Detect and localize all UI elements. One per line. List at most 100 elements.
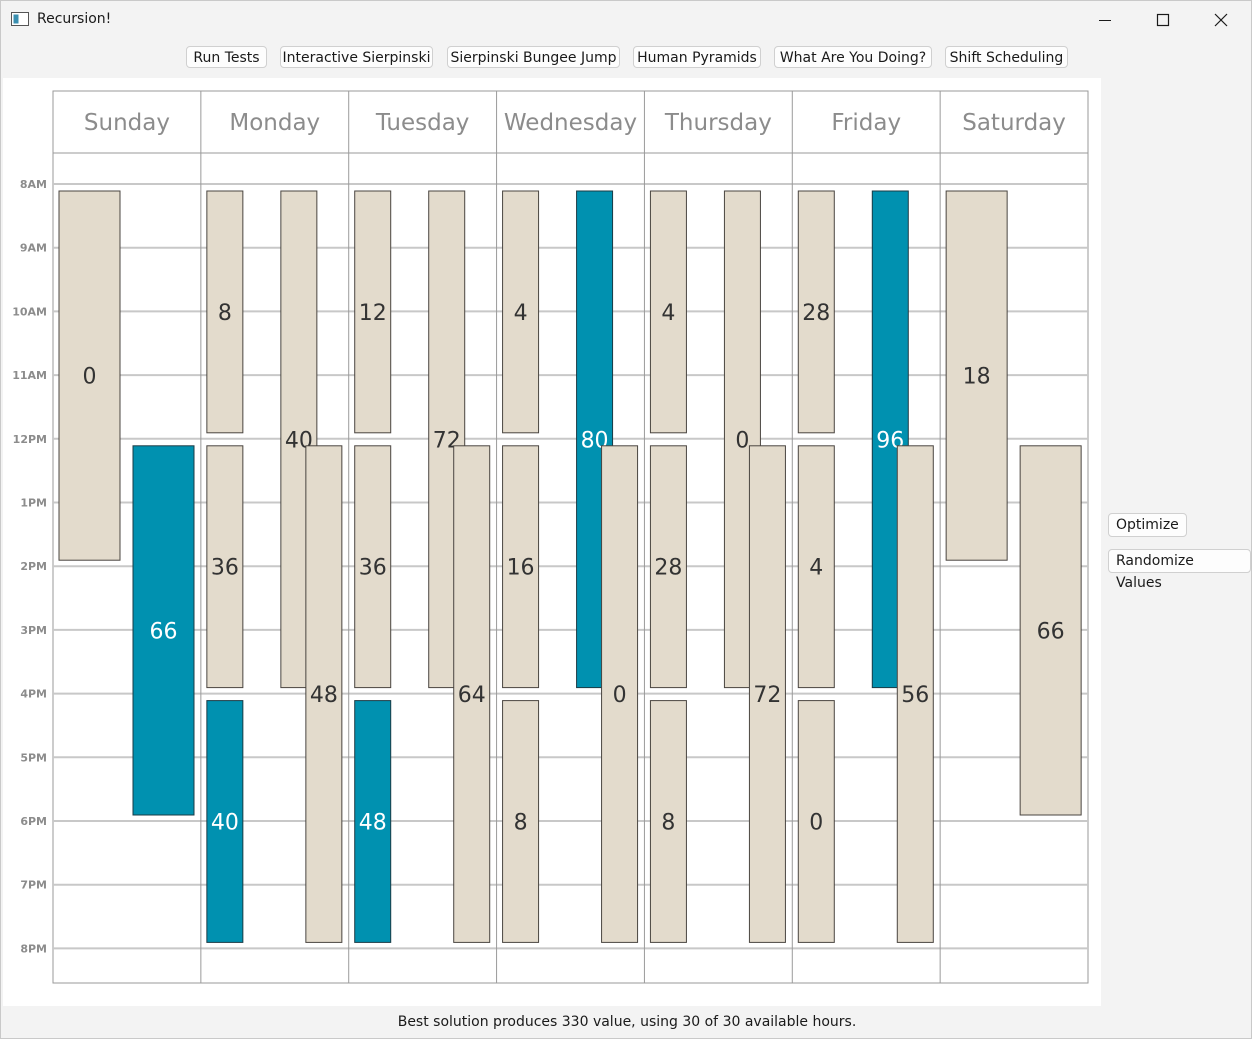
hour-label: 4PM <box>20 688 47 701</box>
shift-block[interactable]: 56 <box>896 445 934 943</box>
shift-rect <box>502 445 540 689</box>
shift-value: 8 <box>661 811 675 836</box>
close-icon <box>1214 13 1228 27</box>
shift-rect <box>945 190 1008 561</box>
what-are-you-doing-button[interactable]: What Are You Doing? <box>774 46 932 68</box>
shift-value: 4 <box>661 301 675 326</box>
randomize-values-button[interactable]: Randomize Values <box>1108 549 1251 591</box>
shift-block[interactable]: 36 <box>206 445 244 689</box>
shift-rect <box>649 445 687 689</box>
shift-block[interactable]: 4 <box>649 190 687 434</box>
shift-block[interactable]: 28 <box>797 190 835 434</box>
day-header: Sunday <box>84 110 170 136</box>
shift-rect <box>305 445 343 943</box>
shift-value: 48 <box>359 811 387 836</box>
shift-block[interactable]: 12 <box>354 190 392 434</box>
maximize-button[interactable] <box>1134 1 1192 39</box>
shift-scheduling-button[interactable]: Shift Scheduling <box>945 46 1068 68</box>
shift-rect <box>797 700 835 943</box>
close-button[interactable] <box>1192 1 1250 39</box>
day-header: Thursday <box>664 110 772 136</box>
shift-rect <box>206 190 244 434</box>
shift-block[interactable]: 18 <box>945 190 1008 561</box>
shift-rect <box>206 445 244 689</box>
minimize-button[interactable] <box>1076 1 1134 39</box>
shift-value: 8 <box>218 301 232 326</box>
shift-block[interactable]: 48 <box>305 445 343 943</box>
shift-rect <box>354 445 392 689</box>
shift-block[interactable]: 36 <box>354 445 392 689</box>
toolbar: Run Tests Interactive Sierpinski Sierpin… <box>1 46 1251 70</box>
shift-rect <box>58 190 121 561</box>
hour-label: 9AM <box>20 242 47 255</box>
maximize-icon <box>1156 13 1170 27</box>
day-header: Monday <box>229 110 320 136</box>
shift-block[interactable]: 40 <box>206 700 244 943</box>
shift-block[interactable]: 0 <box>797 700 835 943</box>
shift-rect <box>502 700 540 943</box>
shift-block[interactable]: 0 <box>601 445 639 943</box>
title-bar: Recursion! <box>1 1 1251 39</box>
shift-value: 8 <box>514 811 528 836</box>
shift-block[interactable]: 64 <box>453 445 491 943</box>
shift-rect <box>354 700 392 943</box>
shift-block[interactable]: 72 <box>748 445 786 943</box>
shift-block[interactable]: 28 <box>649 445 687 689</box>
shift-value: 28 <box>654 556 682 581</box>
shift-rect <box>896 445 934 943</box>
app-icon <box>11 12 29 26</box>
shift-value: 36 <box>211 556 239 581</box>
hour-label: 1PM <box>20 497 47 510</box>
day-header: Saturday <box>962 110 1066 136</box>
hour-label: 2PM <box>20 560 47 573</box>
shift-value: 66 <box>1037 619 1065 644</box>
shift-value: 0 <box>735 428 749 453</box>
run-tests-button[interactable]: Run Tests <box>186 46 267 68</box>
shift-value: 28 <box>802 301 830 326</box>
optimize-button[interactable]: Optimize <box>1108 513 1187 537</box>
shift-value: 72 <box>753 683 781 708</box>
shift-value: 0 <box>809 811 823 836</box>
shift-block[interactable]: 4 <box>502 190 540 434</box>
shift-value: 4 <box>809 556 823 581</box>
shift-block[interactable]: 8 <box>649 700 687 943</box>
sierpinski-bungee-jump-button[interactable]: Sierpinski Bungee Jump <box>447 46 620 68</box>
human-pyramids-button[interactable]: Human Pyramids <box>633 46 761 68</box>
shift-block[interactable]: 0 <box>58 190 121 561</box>
schedule-canvas[interactable]: 8AM 9AM 10AM 11AM 12PM 1PM 2PM 3PM 4PM 5PM 6PM 7PM 8… <box>3 78 1101 1006</box>
shift-rect <box>601 445 639 943</box>
shift-value: 4 <box>514 301 528 326</box>
shift-value: 64 <box>458 683 486 708</box>
hour-label: 8AM <box>20 178 47 191</box>
shift-value: 0 <box>83 365 97 390</box>
shift-block[interactable]: 8 <box>502 700 540 943</box>
shift-rect <box>502 190 540 434</box>
shift-block[interactable]: 8 <box>206 190 244 434</box>
shift-block[interactable]: 16 <box>502 445 540 689</box>
day-header: Wednesday <box>504 110 637 136</box>
hour-label: 11AM <box>12 369 47 382</box>
shift-rect <box>1019 445 1082 816</box>
shift-rect <box>354 190 392 434</box>
schedule-grid: 8AM 9AM 10AM 11AM 12PM 1PM 2PM 3PM 4PM 5PM 6PM 7PM 8… <box>12 90 1089 984</box>
shift-rect <box>649 190 687 434</box>
hour-label: 12PM <box>13 433 47 446</box>
shift-value: 12 <box>359 301 387 326</box>
shift-value: 48 <box>310 683 338 708</box>
status-text: Best solution produces 330 value, using … <box>397 1014 857 1030</box>
day-header: Tuesday <box>375 110 470 136</box>
shift-block[interactable]: 66 <box>132 445 195 816</box>
shift-rect <box>649 700 687 943</box>
shift-value: 0 <box>613 683 627 708</box>
day-header: Friday <box>831 110 901 136</box>
minimize-icon <box>1099 20 1111 21</box>
interactive-sierpinski-button[interactable]: Interactive Sierpinski <box>280 46 433 68</box>
shift-rect <box>132 445 195 816</box>
shift-block[interactable]: 48 <box>354 700 392 943</box>
hour-label: 6PM <box>20 815 47 828</box>
shift-block[interactable]: 4 <box>797 445 835 689</box>
hour-label: 5PM <box>20 751 47 764</box>
window-title: Recursion! <box>37 11 112 27</box>
shift-block[interactable]: 66 <box>1019 445 1082 816</box>
